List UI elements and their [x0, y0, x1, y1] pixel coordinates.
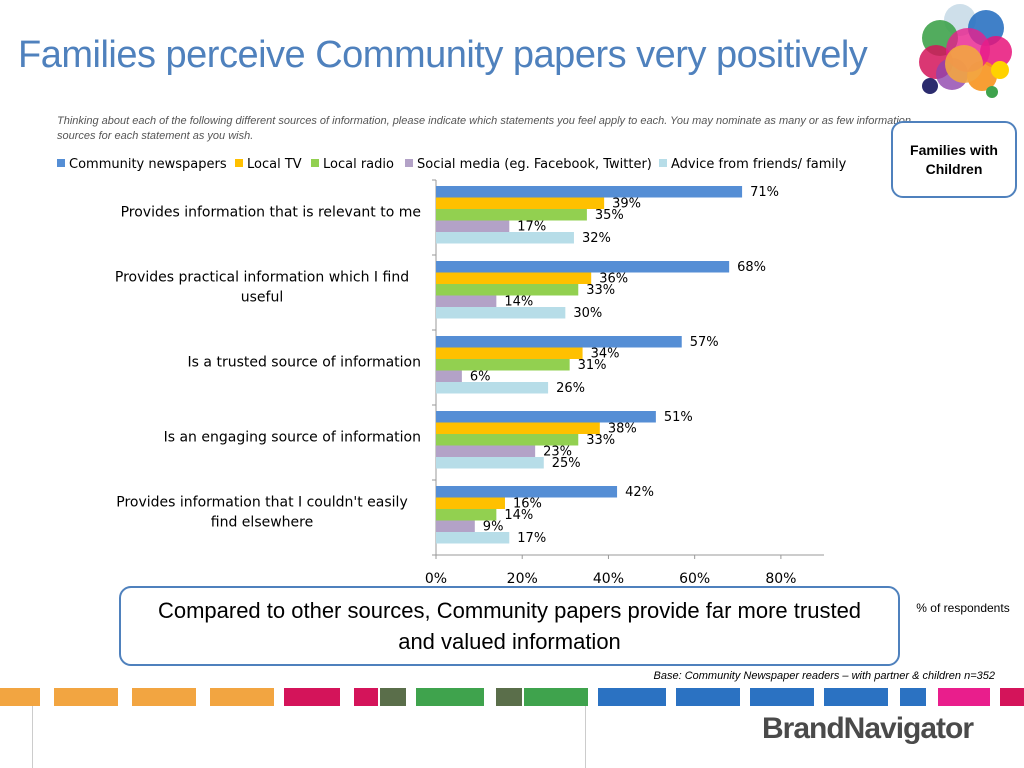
bar [436, 209, 587, 221]
data-label: 16% [513, 497, 542, 512]
bar [436, 422, 600, 434]
category-label: find elsewhere [211, 515, 313, 531]
data-label: 33% [586, 283, 615, 298]
footer-divider-left [32, 706, 33, 768]
bar [436, 284, 579, 296]
data-label: 39% [612, 197, 641, 212]
data-label: 14% [504, 508, 533, 523]
data-label: 17% [517, 531, 546, 546]
data-label: 26% [556, 381, 585, 396]
data-label: 71% [750, 185, 779, 200]
data-label: 9% [483, 520, 504, 535]
x-tick-label: 40% [593, 571, 624, 587]
bar [436, 347, 583, 359]
bar [436, 272, 592, 284]
bar [436, 532, 510, 544]
category-label: Provides information that is relevant to… [121, 205, 421, 221]
category-label: useful [241, 290, 283, 306]
bar [436, 434, 579, 446]
decorative-circles-logo [919, 4, 1012, 98]
brand-logo: BrandNavigator [762, 712, 974, 745]
bar [436, 457, 544, 469]
bar-chart-svg: Community newspapers Local TV Local radio S… [57, 157, 847, 587]
legend-swatch [311, 159, 319, 167]
x-tick-label: 80% [765, 571, 796, 587]
data-label: 42% [625, 485, 654, 500]
data-label: 23% [543, 445, 572, 460]
data-label: 17% [517, 220, 546, 235]
x-tick-label: 20% [507, 571, 538, 587]
x-tick-label: 0% [425, 571, 447, 587]
category-label: Provides practical information which I f… [115, 270, 409, 286]
bar [436, 382, 549, 394]
data-label: 57% [690, 335, 719, 350]
data-label: 25% [552, 456, 581, 471]
data-label: 35% [595, 208, 624, 223]
bar [436, 359, 570, 371]
bar [436, 220, 510, 232]
data-label: 68% [737, 260, 766, 275]
legend-label: Advice from friends/ family [671, 157, 847, 172]
decorative-stripe [0, 688, 1024, 706]
category-label: Is a trusted source of information [188, 355, 421, 371]
data-label: 36% [599, 272, 628, 287]
bar [436, 336, 682, 348]
base-note: Base: Community Newspaper readers – with… [653, 670, 995, 682]
x-tick-label: 60% [679, 571, 710, 587]
segment-label-box: Families with Children [891, 121, 1017, 198]
data-label: 51% [664, 410, 693, 425]
data-label: 31% [578, 358, 607, 373]
category-label: Provides information that I couldn't eas… [116, 495, 407, 511]
legend-swatch [405, 159, 413, 167]
bar [436, 486, 618, 498]
category-label: Is an engaging source of information [164, 430, 421, 446]
survey-question: Thinking about each of the following dif… [57, 115, 911, 142]
bar [436, 261, 730, 273]
percent-note: % of respondents [916, 601, 1010, 615]
legend-label: Local radio [323, 157, 394, 172]
legend-swatch [235, 159, 243, 167]
data-label: 30% [573, 306, 602, 321]
data-label: 38% [608, 422, 637, 437]
data-label: 6% [470, 370, 491, 385]
legend-swatch [57, 159, 65, 167]
data-label: 34% [591, 347, 620, 362]
legend-label: Community newspapers [69, 157, 227, 172]
bar [436, 445, 536, 457]
legend-label: Local TV [247, 157, 302, 172]
bar [436, 197, 605, 209]
bar [436, 295, 497, 307]
callout-box: Compared to other sources, Community pap… [119, 586, 900, 666]
bar [436, 370, 462, 382]
bar [436, 186, 743, 198]
callout-text: Compared to other sources, Community pap… [157, 598, 862, 654]
data-label: 32% [582, 231, 611, 246]
bar-chart: Community newspapers Local TV Local radio S… [0, 150, 880, 590]
bar [436, 520, 475, 532]
data-label: 33% [586, 433, 615, 448]
bar [436, 497, 505, 509]
bar [436, 509, 497, 521]
legend-swatch [659, 159, 667, 167]
page-title: Families perceive Community papers very … [18, 34, 868, 76]
bar [436, 232, 574, 244]
bar [436, 411, 656, 423]
bar [436, 307, 566, 319]
data-label: 14% [504, 295, 533, 310]
segment-label: Families with Children [910, 141, 998, 177]
footer-divider-middle [585, 706, 586, 768]
legend-label: Social media (eg. Facebook, Twitter) [417, 157, 652, 172]
